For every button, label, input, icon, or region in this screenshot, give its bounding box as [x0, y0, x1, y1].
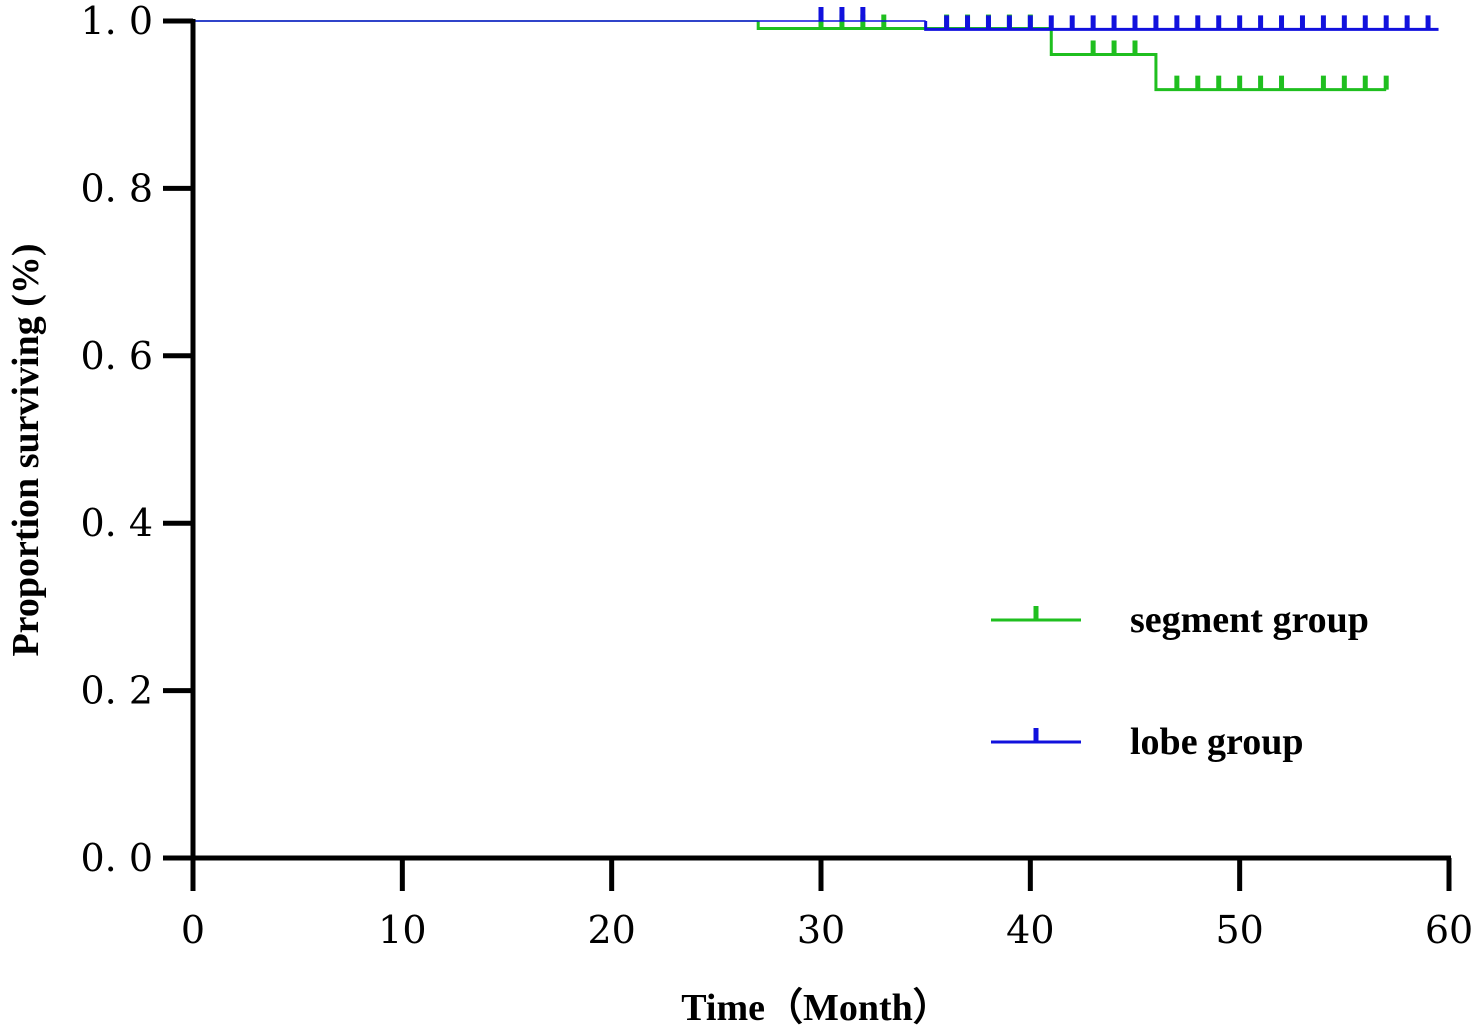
legend: segment group lobe group: [991, 599, 1369, 763]
x-tick-label: 20: [587, 908, 635, 952]
series-segment-group: [193, 14, 1389, 92]
x-axis-title: Time（Month）: [681, 987, 951, 1029]
y-tick-label: 0. 2: [80, 669, 153, 713]
legend-item-lobe-group: lobe group: [991, 721, 1304, 763]
y-axis-title: Proportion surviving (%): [5, 243, 47, 656]
legend-item-segment-group: segment group: [991, 599, 1369, 641]
y-tick-label: 0. 4: [80, 501, 153, 545]
y-tick-label: 0. 6: [80, 334, 153, 378]
series-lobe-group: [193, 7, 1439, 31]
x-tick-label: 50: [1215, 908, 1263, 952]
plot-lines: [193, 7, 1439, 92]
x-tick-label: 30: [797, 908, 845, 952]
y-tick-label: 0. 0: [80, 836, 153, 880]
x-tick-label: 60: [1425, 908, 1473, 952]
legend-label-segment-group: segment group: [1130, 599, 1369, 641]
survival-line-lobe-group: [924, 21, 1439, 31]
survival-line-segment-group: [756, 21, 1387, 92]
y-tick-label: 0. 8: [80, 166, 153, 210]
y-tick-label: 1. 0: [80, 0, 153, 43]
x-tick-label: 0: [181, 908, 205, 952]
axes: 0. 0 0. 2 0. 4 0. 6 0. 8 1. 0 0 10 20 30 40 50 60: [80, 0, 1473, 952]
x-tick-label: 40: [1006, 908, 1054, 952]
x-tick-label: 10: [378, 908, 426, 952]
legend-label-lobe-group: lobe group: [1130, 721, 1304, 763]
